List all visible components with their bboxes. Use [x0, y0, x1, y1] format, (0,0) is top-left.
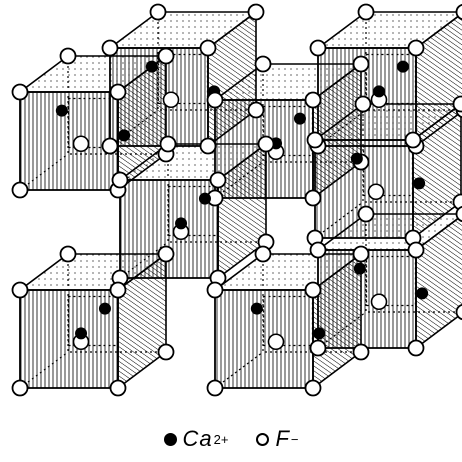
cube-inner-edge [365, 255, 417, 307]
fluoride-ion [254, 245, 272, 263]
fluoride-ion [404, 131, 422, 149]
calcium-label: Ca [182, 426, 213, 451]
cube-inner-edge [67, 295, 119, 347]
fluoride-label: F [275, 426, 290, 451]
ion-layer [11, 3, 462, 397]
fluoride-ion [354, 95, 372, 113]
fluoride-ion [357, 205, 375, 223]
fluoride-ion [206, 379, 224, 397]
fluoride-ion [157, 47, 175, 65]
calcium-ion [293, 112, 306, 125]
fluoride-ion [257, 135, 275, 153]
fluoride-ion [199, 39, 217, 57]
fluoride-ion [206, 281, 224, 299]
cube-inner-edge [167, 185, 219, 237]
fluoride-ion [101, 137, 119, 155]
fluoride-ion [206, 91, 224, 109]
fluoride-ion [111, 171, 129, 189]
fluoride-ion [304, 91, 322, 109]
lattice-cube [212, 252, 364, 390]
fluoride-ion [59, 245, 77, 263]
fluoride-ion [352, 343, 370, 361]
fluoride-ion [159, 135, 177, 153]
fluoride-ion [199, 137, 217, 155]
fluoride-ion [11, 281, 29, 299]
fluoride-ion [11, 83, 29, 101]
cube-hidden-edge [19, 351, 69, 389]
calcium-ion [396, 60, 409, 73]
calcium-ion [198, 192, 211, 205]
fluoride-ion [455, 3, 462, 21]
cube-inner-edge [365, 53, 417, 105]
cube-inner-edge [262, 105, 314, 157]
fluoride-ion [309, 241, 327, 259]
calcium-ion [413, 177, 426, 190]
fluoride-ion [455, 205, 462, 223]
fluoride-ion [101, 39, 119, 57]
fluoride-ion [352, 55, 370, 73]
legend-calcium: Ca 2+ [163, 426, 229, 452]
fluoride-ion [59, 47, 77, 65]
calcium-ion [118, 129, 131, 142]
calcium-ion [416, 287, 429, 300]
fluoride-ion [162, 91, 180, 109]
calcium-ion [98, 302, 111, 315]
cube-inner-edge [362, 145, 414, 197]
fluoride-ion [370, 293, 388, 311]
fluoride-ion [209, 171, 227, 189]
cube-hidden-edge [214, 351, 264, 389]
calcium-ion [313, 327, 326, 340]
calcium-ion [250, 302, 263, 315]
fluoride-ion [367, 183, 385, 201]
lattice-cube [17, 252, 169, 390]
cube-hidden-edge [19, 153, 69, 191]
fluoride-ion [407, 39, 425, 57]
fluoride-charge: − [290, 431, 299, 447]
fluoride-ion [309, 339, 327, 357]
calcium-ion [350, 152, 363, 165]
fluoride-ion [452, 95, 462, 113]
fluoride-ion [304, 281, 322, 299]
cube-inner-edge [67, 97, 119, 149]
fluoride-ion [11, 379, 29, 397]
fluoride-ion [407, 339, 425, 357]
calcium-ion [75, 327, 88, 340]
fluoride-ion [254, 55, 272, 73]
calcium-ion [353, 262, 366, 275]
calcium-ion [145, 60, 158, 73]
cube-front-face [214, 289, 314, 389]
cube-inner-edge [262, 295, 314, 347]
legend: Ca 2+ F − [0, 422, 462, 456]
fluoride-ion [304, 189, 322, 207]
fluoride-ion [72, 135, 90, 153]
fluoride-ion [304, 379, 322, 397]
calcium-ion [55, 104, 68, 117]
fluoride-ion [149, 3, 167, 21]
fluoride-ion [306, 131, 324, 149]
fluoride-ion [109, 83, 127, 101]
fluoride-ion [11, 181, 29, 199]
fluoride-ion [455, 303, 462, 321]
fluoride-ion-symbol [256, 432, 270, 446]
fluoride-ion [109, 379, 127, 397]
fluoride-ion [247, 3, 265, 21]
fluoride-ion [109, 281, 127, 299]
fluoride-ion [247, 101, 265, 119]
fluoride-ion [352, 245, 370, 263]
calcium-ion-symbol [163, 432, 177, 446]
calcium-ion [175, 217, 188, 230]
fluoride-ion [407, 241, 425, 259]
fluoride-ion [267, 333, 285, 351]
legend-fluoride: F − [256, 426, 299, 452]
fluoride-ion [157, 245, 175, 263]
fluoride-ion [309, 39, 327, 57]
calcium-ion [373, 85, 386, 98]
fluoride-ion [357, 3, 375, 21]
cube-hidden-edge [314, 201, 364, 239]
fluoride-ion [157, 343, 175, 361]
calcium-charge: 2+ [213, 431, 229, 447]
